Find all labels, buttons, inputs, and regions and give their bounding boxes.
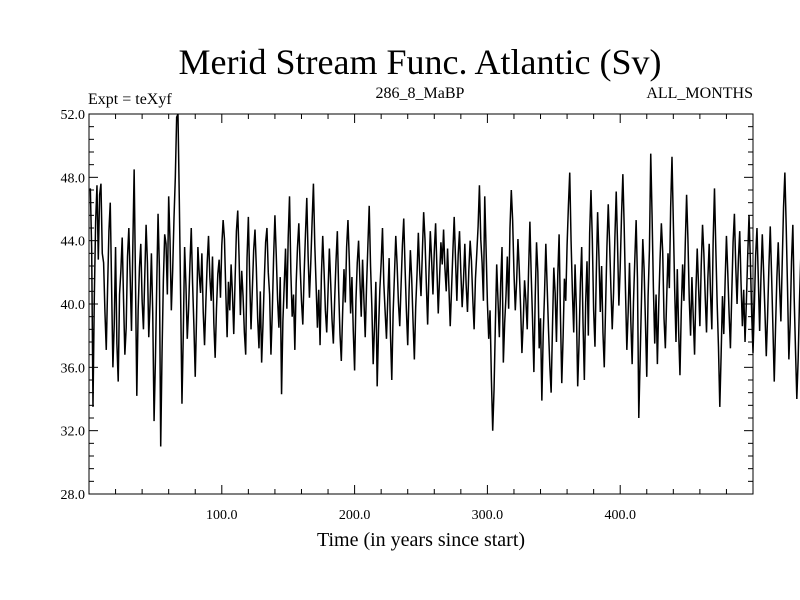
- y-tick-label: 28.0: [61, 488, 86, 503]
- y-tick-label: 48.0: [61, 171, 86, 186]
- y-axis-tick-labels: 28.0 32.0 36.0 40.0 44.0 48.0 52.0: [61, 108, 86, 503]
- y-tick-label: 36.0: [61, 361, 86, 376]
- plot-frame: [88, 113, 754, 495]
- x-axis-label: Time (in years since start): [317, 529, 525, 551]
- months-label: ALL_MONTHS: [646, 85, 753, 102]
- x-tick-label: 200.0: [339, 508, 371, 523]
- chart-title: Merid Stream Func. Atlantic (Sv): [179, 42, 662, 82]
- y-tick-label: 40.0: [61, 298, 86, 313]
- experiment-label: Expt = teXyf: [88, 91, 172, 108]
- y-tick-label: 52.0: [61, 108, 86, 123]
- x-tick-label: 400.0: [604, 508, 636, 523]
- x-tick-label: 300.0: [472, 508, 504, 523]
- series-line: [89, 113, 800, 447]
- y-tick-label: 44.0: [61, 235, 86, 250]
- x-tick-label: 100.0: [206, 508, 238, 523]
- x-axis-tick-labels: 100.0 200.0 300.0 400.0: [206, 508, 636, 523]
- dataset-label: 286_8_MaBP: [376, 85, 465, 102]
- y-tick-label: 32.0: [61, 425, 86, 440]
